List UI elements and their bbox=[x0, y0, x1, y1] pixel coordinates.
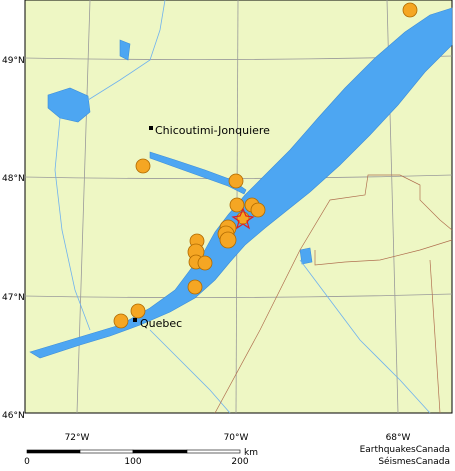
lon-label: 68°W bbox=[386, 433, 411, 443]
rivers bbox=[54, 0, 431, 414]
lat-label: 46°N bbox=[2, 411, 25, 421]
city-marker bbox=[133, 318, 137, 322]
city-label: Quebec bbox=[140, 317, 182, 330]
lon-label: 72°W bbox=[65, 433, 90, 443]
lat-label: 49°N bbox=[2, 56, 25, 66]
epicenter-star bbox=[231, 207, 255, 230]
earthquake-markers bbox=[113, 2, 418, 329]
city-marker bbox=[149, 126, 153, 130]
scale-label: 100 bbox=[124, 457, 141, 467]
credit: SéismesCanada bbox=[378, 456, 450, 467]
lon-label: 70°W bbox=[224, 433, 249, 443]
scale-label: 200 bbox=[231, 457, 248, 467]
scale-bar bbox=[26, 449, 241, 454]
lat-label: 48°N bbox=[2, 174, 25, 184]
borders bbox=[214, 174, 453, 414]
scale-label: 0 bbox=[24, 457, 30, 467]
scale-unit: km bbox=[244, 448, 258, 458]
city-label: Chicoutimi-Jonquiere bbox=[155, 124, 270, 137]
lat-label: 47°N bbox=[2, 293, 25, 303]
credit: EarthquakesCanada bbox=[360, 445, 450, 455]
